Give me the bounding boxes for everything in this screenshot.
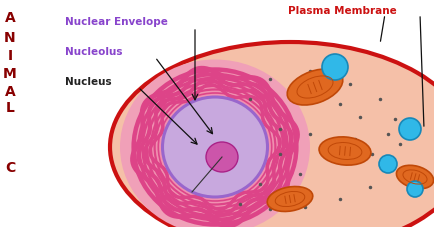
Ellipse shape [151, 87, 279, 208]
Circle shape [379, 155, 397, 173]
Text: Nuclear Envelope: Nuclear Envelope [65, 17, 168, 27]
Ellipse shape [206, 142, 238, 172]
Ellipse shape [396, 165, 434, 189]
Ellipse shape [110, 43, 434, 227]
Text: L: L [6, 101, 14, 114]
Ellipse shape [287, 70, 343, 106]
Text: M: M [3, 67, 17, 81]
Circle shape [322, 55, 348, 81]
Ellipse shape [120, 60, 310, 227]
Text: Plasma Membrane: Plasma Membrane [288, 6, 397, 16]
Ellipse shape [162, 98, 267, 197]
Ellipse shape [158, 94, 272, 201]
Ellipse shape [142, 79, 287, 216]
Ellipse shape [139, 75, 291, 220]
Text: Nucleolus: Nucleolus [65, 47, 122, 57]
Text: A: A [5, 85, 15, 99]
Ellipse shape [147, 83, 283, 212]
Text: C: C [5, 160, 15, 174]
Text: N: N [4, 31, 16, 45]
Ellipse shape [319, 137, 371, 165]
Ellipse shape [134, 70, 296, 225]
Ellipse shape [155, 90, 276, 205]
Circle shape [399, 118, 421, 140]
Text: I: I [7, 49, 13, 63]
Circle shape [407, 181, 423, 197]
Text: A: A [5, 11, 15, 25]
Ellipse shape [267, 187, 313, 212]
Text: Nucleus: Nucleus [65, 77, 112, 87]
